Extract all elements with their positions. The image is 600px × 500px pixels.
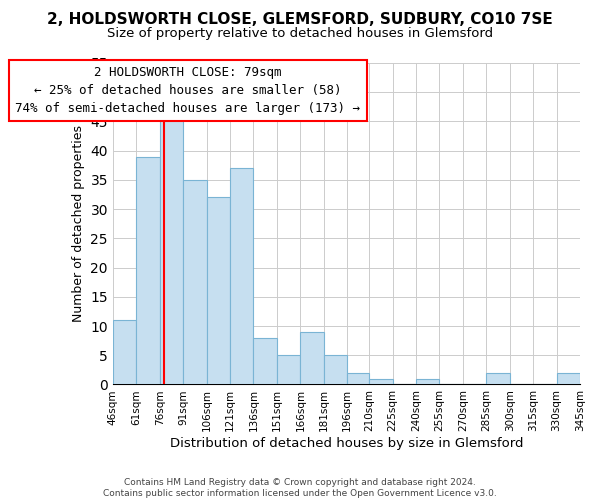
Bar	[416, 378, 439, 384]
Bar	[183, 180, 206, 384]
Bar	[347, 373, 369, 384]
Bar	[160, 116, 183, 384]
Text: Contains HM Land Registry data © Crown copyright and database right 2024.
Contai: Contains HM Land Registry data © Crown c…	[103, 478, 497, 498]
Text: 2, HOLDSWORTH CLOSE, GLEMSFORD, SUDBURY, CO10 7SE: 2, HOLDSWORTH CLOSE, GLEMSFORD, SUDBURY,…	[47, 12, 553, 28]
Bar	[253, 338, 277, 384]
Bar	[206, 198, 230, 384]
Bar	[324, 355, 347, 384]
Bar	[136, 156, 160, 384]
Bar	[230, 168, 253, 384]
Bar	[557, 373, 580, 384]
Y-axis label: Number of detached properties: Number of detached properties	[72, 125, 85, 322]
X-axis label: Distribution of detached houses by size in Glemsford: Distribution of detached houses by size …	[170, 437, 523, 450]
Text: 2 HOLDSWORTH CLOSE: 79sqm
← 25% of detached houses are smaller (58)
74% of semi-: 2 HOLDSWORTH CLOSE: 79sqm ← 25% of detac…	[16, 66, 361, 115]
Text: Size of property relative to detached houses in Glemsford: Size of property relative to detached ho…	[107, 28, 493, 40]
Bar	[113, 320, 136, 384]
Bar	[486, 373, 509, 384]
Bar	[369, 378, 392, 384]
Bar	[301, 332, 324, 384]
Bar	[277, 355, 301, 384]
